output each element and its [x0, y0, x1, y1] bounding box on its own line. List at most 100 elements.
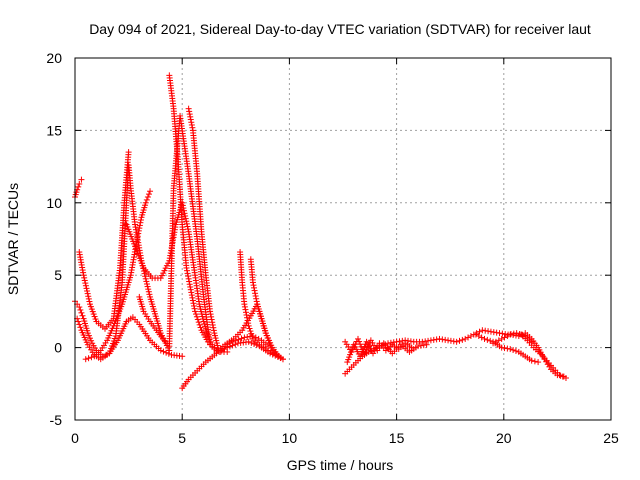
data-point	[251, 287, 258, 294]
data-point	[187, 283, 194, 290]
data-point	[467, 333, 474, 340]
data-point	[245, 322, 252, 329]
x-tick-label: 10	[282, 430, 298, 446]
data-point	[160, 348, 167, 355]
y-tick-label: 20	[46, 50, 62, 66]
data-point	[253, 298, 260, 305]
data-point	[241, 301, 248, 308]
data-point	[183, 220, 190, 227]
series-pass-t	[517, 331, 569, 382]
data-point	[492, 338, 499, 345]
data-point	[251, 284, 258, 291]
x-axis-label: GPS time / hours	[287, 457, 394, 473]
data-point	[144, 194, 151, 201]
series-pass-f	[123, 199, 220, 354]
data-point	[142, 275, 149, 282]
y-tick-label: -5	[50, 412, 63, 428]
data-point	[495, 337, 502, 344]
data-point	[165, 350, 172, 357]
data-point	[189, 297, 196, 304]
data-point	[242, 306, 249, 313]
data-point	[80, 272, 87, 279]
data-point	[209, 321, 216, 328]
data-point	[478, 334, 485, 341]
data-point	[185, 273, 192, 280]
data-point	[528, 357, 535, 364]
data-point	[184, 267, 191, 274]
data-point	[75, 183, 82, 190]
data-point	[145, 191, 152, 198]
series-pass-o	[342, 327, 535, 377]
data-point	[193, 313, 200, 320]
data-point	[255, 335, 262, 342]
axis-ticks: 0 5 10 15 20 25 -5 0 5 10 15 20	[46, 50, 619, 446]
data-point	[181, 210, 188, 217]
data-point	[85, 332, 92, 339]
y-tick-label: 10	[46, 195, 62, 211]
data-point	[196, 321, 203, 328]
x-tick-label: 15	[389, 430, 405, 446]
data-point	[453, 338, 460, 345]
y-tick-label: 15	[46, 122, 62, 138]
data-point	[252, 334, 259, 341]
data-point	[238, 335, 245, 342]
data-point	[78, 176, 85, 183]
data-point	[85, 295, 92, 302]
data-point	[146, 291, 153, 298]
data-point	[210, 327, 217, 334]
data-point	[408, 344, 415, 351]
data-point	[136, 225, 143, 232]
data-point	[190, 302, 197, 309]
data-point	[244, 314, 251, 321]
data-point	[249, 333, 256, 340]
data-point	[185, 226, 192, 233]
data-point	[355, 335, 362, 342]
data-point	[357, 341, 364, 348]
data-point	[143, 196, 150, 203]
data-point	[423, 341, 430, 348]
data-point	[250, 282, 257, 289]
data-point	[562, 375, 569, 382]
series-pass-i	[185, 105, 222, 354]
data-point	[481, 335, 488, 342]
data-point	[249, 279, 256, 286]
data-point	[531, 358, 538, 365]
data-point	[82, 282, 89, 289]
data-point	[77, 324, 84, 331]
data-point	[88, 337, 95, 344]
data-point	[490, 340, 497, 347]
x-tick-label: 25	[603, 430, 619, 446]
data-point	[188, 121, 195, 128]
data-point	[83, 285, 90, 292]
data-point	[229, 338, 236, 345]
y-axis-label: SDTVAR / TECUs	[5, 183, 21, 295]
x-tick-label: 5	[178, 430, 186, 446]
data-point	[86, 298, 93, 305]
data-point	[183, 264, 190, 271]
data-point	[191, 305, 198, 312]
data-point	[184, 223, 191, 230]
data-point	[186, 278, 193, 285]
data-point	[207, 308, 214, 315]
data-point	[275, 353, 282, 360]
data-point	[235, 336, 242, 343]
data-point	[134, 233, 141, 240]
data-point	[195, 319, 202, 326]
data-point	[136, 222, 143, 229]
series-pass-m	[247, 256, 282, 360]
y-tick-label: 5	[54, 267, 62, 283]
data-point	[244, 317, 251, 324]
data-point	[143, 278, 150, 285]
data-point	[465, 334, 472, 341]
data-point	[484, 336, 491, 343]
data-point	[245, 320, 252, 327]
data-point	[476, 328, 483, 335]
data-point	[135, 230, 142, 237]
data-point	[135, 227, 142, 234]
data-point	[507, 346, 514, 353]
data-point	[456, 337, 463, 344]
plot-frame	[74, 57, 612, 421]
data-point	[137, 219, 144, 226]
series-pass-e	[82, 188, 154, 363]
